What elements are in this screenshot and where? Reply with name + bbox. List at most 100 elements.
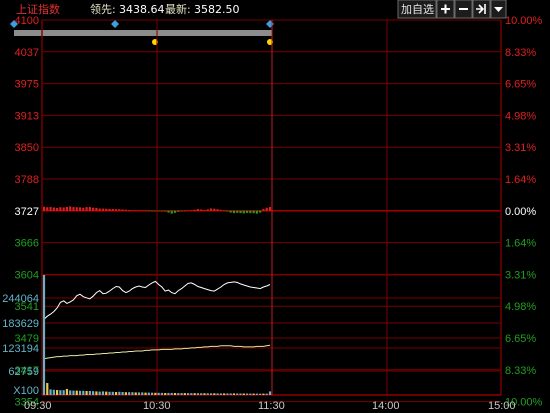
change-bar — [170, 210, 173, 214]
change-bar — [147, 210, 150, 212]
change-bar — [98, 208, 101, 211]
volume-bar — [137, 392, 141, 395]
volume-bar — [180, 393, 183, 395]
change-bar — [252, 210, 255, 214]
index-name: 上证指数 — [16, 2, 60, 16]
price-lines — [43, 280, 271, 360]
volume-bar — [265, 393, 268, 395]
volume-bar — [124, 392, 127, 395]
dropdown-icon — [494, 7, 503, 12]
time-slider[interactable] — [10, 20, 274, 45]
change-bar — [259, 210, 262, 213]
percent-tick-label: 1.64% — [505, 174, 536, 186]
volume-bar — [82, 390, 85, 395]
price-tick-label: 3666 — [15, 238, 39, 250]
change-bar — [137, 210, 141, 211]
toolbar: 加自选 — [397, 0, 507, 19]
slider-track[interactable] — [14, 30, 272, 36]
volume-bar — [121, 392, 124, 395]
change-bar — [88, 207, 91, 211]
time-axis: 09:30 10:30 11:30 14:00 15:00 — [24, 400, 516, 412]
percent-tick-label: 8.33% — [505, 47, 536, 59]
change-bar — [95, 207, 98, 211]
volume-bar — [252, 393, 255, 395]
volume-bar — [49, 389, 52, 395]
change-bar — [193, 209, 196, 211]
plus-icon — [441, 4, 450, 14]
price-tick-label: 3541 — [15, 301, 39, 313]
change-bar — [72, 207, 75, 211]
add-watchlist-button[interactable]: 加自选 — [397, 0, 437, 19]
percent-tick-label: 1.64% — [505, 238, 536, 250]
change-bar — [187, 210, 190, 212]
change-bar — [160, 210, 164, 212]
volume-bar — [59, 390, 62, 395]
slider-handle-mid[interactable] — [111, 20, 119, 28]
volume-bar — [108, 391, 111, 395]
change-bar — [150, 210, 154, 212]
percent-tick-label: 6.65% — [505, 79, 536, 91]
volume-bar — [255, 393, 258, 395]
volume-bar — [203, 393, 206, 395]
change-bar — [226, 210, 229, 212]
time-tick-label: 10:30 — [143, 400, 171, 412]
change-bar — [157, 210, 160, 212]
price-tick-label: 3975 — [15, 79, 39, 91]
lead-line — [43, 344, 271, 360]
volume-bar — [92, 391, 95, 395]
percent-tick-label: 0.00% — [505, 206, 536, 218]
price-tick-label: 3727 — [15, 206, 39, 218]
change-bar — [52, 207, 55, 211]
change-bar — [78, 207, 82, 211]
volume-bar — [196, 393, 200, 395]
volume-bar — [177, 393, 180, 395]
price-tick-label: 3354 — [15, 397, 39, 409]
change-bar — [249, 210, 252, 214]
price-tick-label: 3788 — [15, 174, 39, 186]
change-bar — [200, 209, 203, 211]
volume-bar — [216, 393, 219, 395]
percent-tick-label: 10.00% — [505, 15, 543, 27]
change-bar — [223, 210, 226, 211]
change-bar — [105, 208, 108, 211]
volume-bar — [173, 393, 177, 395]
change-bar — [190, 210, 193, 211]
volume-bar — [118, 391, 121, 395]
volume-axis: 244064 183629 123194 62759 X100 — [2, 293, 39, 397]
change-bar — [46, 207, 49, 211]
slider-handle-end[interactable] — [266, 20, 274, 28]
volume-tick-label: 62759 — [8, 366, 39, 378]
next-button[interactable] — [472, 0, 491, 19]
volume-bar — [98, 391, 101, 395]
percent-axis: 10.00% 8.33% 6.65% 4.98% 3.31% 1.64% 0.00% 1.64… — [505, 15, 543, 409]
arrow-right-icon — [476, 4, 486, 14]
percent-tick-label: 3.31% — [505, 142, 536, 154]
change-bar — [265, 207, 268, 211]
price-tick-label: 3913 — [15, 110, 39, 122]
time-tick-label: 09:30 — [24, 400, 52, 412]
change-bar — [236, 210, 239, 213]
header-bar: 上证指数 领先: 3438.64 最新: 3582.50 — [16, 2, 240, 16]
rise-fall-bars — [42, 206, 272, 214]
change-bar — [111, 208, 114, 211]
volume-bar — [219, 393, 222, 395]
volume-bar — [242, 393, 245, 395]
volume-bar — [249, 393, 252, 395]
change-bar — [118, 209, 121, 211]
change-bar — [42, 206, 46, 211]
change-bar — [144, 210, 147, 212]
volume-bar — [52, 389, 55, 395]
volume-bar — [206, 393, 209, 395]
zoom-in-button[interactable] — [436, 0, 455, 19]
percent-tick-label: 10.00% — [505, 397, 543, 409]
change-bar — [134, 210, 137, 211]
volume-bar — [170, 392, 173, 395]
volume-bar — [95, 391, 98, 395]
slider-handle-start[interactable] — [10, 20, 18, 28]
change-bar — [203, 210, 206, 211]
volume-bar — [209, 393, 213, 395]
zoom-out-button[interactable] — [454, 0, 473, 19]
change-bar — [196, 209, 200, 211]
menu-dropdown-button[interactable] — [490, 0, 507, 19]
